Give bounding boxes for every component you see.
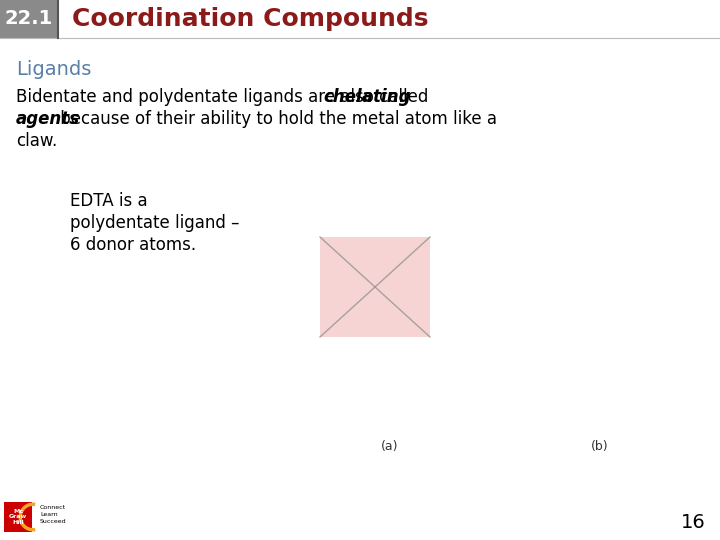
Text: claw.: claw.	[16, 132, 58, 150]
Text: (b): (b)	[591, 440, 609, 453]
FancyBboxPatch shape	[290, 142, 490, 432]
Text: Ligands: Ligands	[16, 60, 91, 79]
Text: Coordination Compounds: Coordination Compounds	[72, 7, 428, 31]
Text: polydentate ligand –: polydentate ligand –	[70, 214, 240, 232]
Text: Bidentate and polydentate ligands are also called: Bidentate and polydentate ligands are al…	[16, 88, 433, 106]
Text: chelating: chelating	[323, 88, 411, 106]
Text: agents: agents	[16, 110, 80, 128]
FancyBboxPatch shape	[0, 0, 58, 38]
Text: 22.1: 22.1	[5, 10, 53, 29]
Text: 16: 16	[681, 513, 706, 532]
FancyBboxPatch shape	[320, 237, 430, 337]
Text: Connect
Learn
Succeed: Connect Learn Succeed	[40, 505, 67, 524]
Text: Mc
Graw
Hill: Mc Graw Hill	[9, 509, 27, 525]
Text: because of their ability to hold the metal atom like a: because of their ability to hold the met…	[55, 110, 497, 128]
Text: 6 donor atoms.: 6 donor atoms.	[70, 236, 196, 254]
Text: (a): (a)	[382, 440, 399, 453]
FancyBboxPatch shape	[4, 502, 32, 532]
Text: EDTA is a: EDTA is a	[70, 192, 148, 210]
